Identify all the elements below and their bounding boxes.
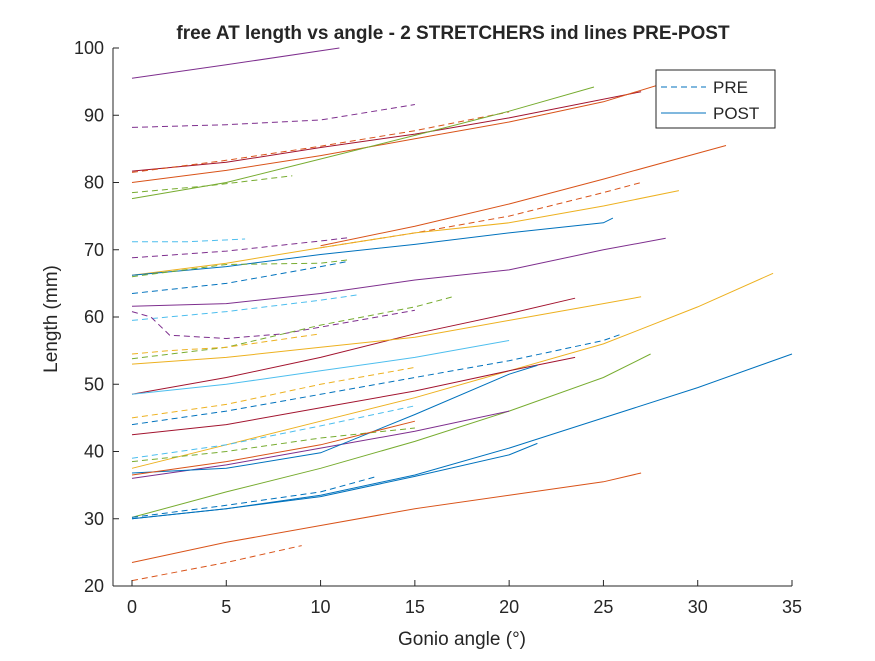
x-tick-label-0: 0 <box>127 597 137 617</box>
y-tick-label-3: 50 <box>84 374 104 394</box>
series-line-20 <box>131 297 576 395</box>
series-line-11 <box>131 217 614 276</box>
series-line-25 <box>131 333 623 426</box>
x-tick-label-6: 30 <box>688 597 708 617</box>
y-tick-label-8: 100 <box>74 38 104 58</box>
axes-layer: 0 5 10 15 20 25 30 35 20 30 40 50 60 70 80 90 100 <box>74 38 802 617</box>
y-tick-label-7: 90 <box>84 105 104 125</box>
series-line-19 <box>131 296 453 360</box>
series-line-28 <box>131 356 576 436</box>
series-line-22 <box>131 272 774 469</box>
series-line-26 <box>131 353 651 518</box>
y-tick-label-5: 70 <box>84 240 104 260</box>
series-layer <box>131 47 793 582</box>
series-line-15 <box>131 260 349 294</box>
series-line-5 <box>131 81 670 183</box>
x-tick-label-7: 35 <box>782 597 802 617</box>
series-line-8 <box>320 145 727 247</box>
series-line-33 <box>131 405 416 459</box>
series-line-38 <box>131 545 302 582</box>
series-line-14 <box>131 259 349 278</box>
x-tick-label-2: 10 <box>311 597 331 617</box>
series-line-3 <box>131 91 642 172</box>
series-line-12 <box>132 238 246 243</box>
series-line-21 <box>131 296 642 365</box>
series-line-36 <box>131 442 538 520</box>
x-tick-label-5: 25 <box>593 597 613 617</box>
x-tick-label-4: 20 <box>499 597 519 617</box>
legend-pre-label: PRE <box>713 78 748 97</box>
series-line-31 <box>131 364 538 474</box>
series-line-23 <box>131 333 321 355</box>
series-line-7 <box>131 175 293 194</box>
series-line-2 <box>131 104 415 128</box>
series-line-35 <box>131 475 378 518</box>
legend-post-label: POST <box>713 104 759 123</box>
series-line-32 <box>131 427 415 463</box>
series-line-16 <box>131 237 666 307</box>
x-tick-label-1: 5 <box>221 597 231 617</box>
y-axis-label: Length (mm) <box>41 265 62 373</box>
y-tick-label-4: 60 <box>84 307 104 327</box>
series-line-17 <box>131 294 359 321</box>
y-tick-label-1: 30 <box>84 509 104 529</box>
series-line-1 <box>131 47 340 79</box>
chart-title: free AT length vs angle - 2 STRETCHERS i… <box>176 23 730 44</box>
x-axis-label: Gonio angle (°) <box>398 629 526 650</box>
series-line-13 <box>131 237 349 259</box>
series-line-4 <box>131 111 510 173</box>
series-line-37 <box>131 472 642 563</box>
series-line-6 <box>131 86 595 200</box>
series-line-34 <box>131 420 416 476</box>
y-tick-label-0: 20 <box>84 576 104 596</box>
y-tick-label-6: 80 <box>84 173 104 193</box>
series-line-29 <box>131 366 415 419</box>
axes-background <box>113 48 792 586</box>
series-line-24 <box>131 340 510 395</box>
series-line-18 <box>131 309 415 340</box>
legend: PRE POST <box>655 69 776 129</box>
x-tick-label-3: 15 <box>405 597 425 617</box>
y-tick-label-2: 40 <box>84 442 104 462</box>
legend-box <box>655 69 776 129</box>
plot-area: 0 5 10 15 20 25 30 35 20 30 40 50 60 70 80 90 100 <box>74 38 802 617</box>
series-line-10 <box>131 190 679 276</box>
